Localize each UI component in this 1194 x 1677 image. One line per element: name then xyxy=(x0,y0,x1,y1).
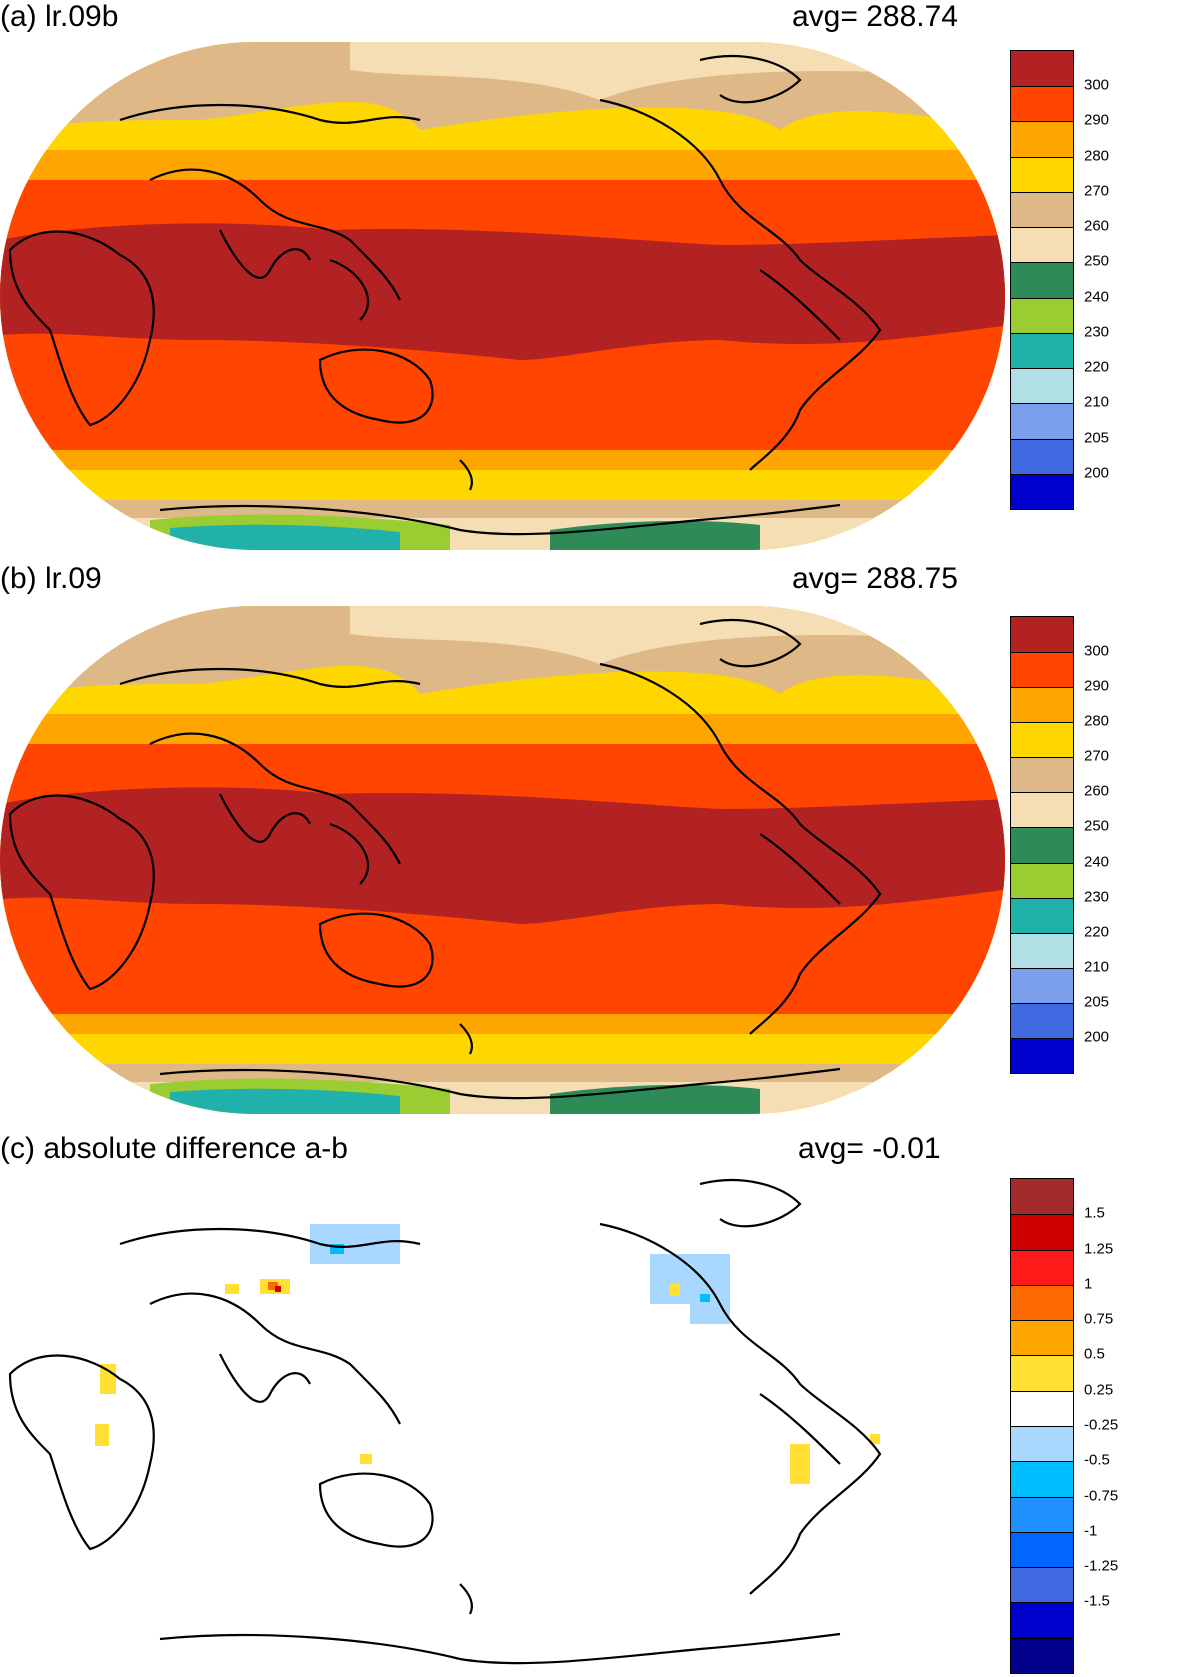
colorbar-box xyxy=(1011,757,1073,793)
colorbar-label: 205 xyxy=(1084,429,1110,447)
colorbar-box xyxy=(1011,932,1073,968)
colorbar-box xyxy=(1011,1249,1073,1285)
colorbar-label: 280 xyxy=(1084,712,1110,730)
panel-a-title: (a) lr.09b xyxy=(0,0,119,33)
colorbar-label: 300 xyxy=(1084,642,1110,660)
colorbar-box xyxy=(1011,403,1073,439)
colorbar-label: 0.75 xyxy=(1084,1310,1114,1328)
panel-b-map xyxy=(0,606,1005,1114)
colorbar-label: 250 xyxy=(1084,252,1110,270)
colorbar-box xyxy=(1011,1002,1073,1038)
colorbar-box xyxy=(1011,191,1073,228)
panel-b: (b) lr.09 avg= 288.75 xyxy=(0,560,1194,1130)
panel-a-average: avg= 288.74 xyxy=(792,0,958,33)
colorbar-label: 1.5 xyxy=(1084,1204,1105,1222)
colorbar-box xyxy=(1011,617,1073,653)
colorbar-box xyxy=(1011,297,1073,333)
colorbar-label: 210 xyxy=(1084,958,1110,976)
colorbar-label: 210 xyxy=(1084,393,1110,411)
colorbar-box xyxy=(1011,368,1073,404)
colorbar-box xyxy=(1011,862,1073,898)
colorbar-box xyxy=(1011,1531,1073,1568)
colorbar-box xyxy=(1011,967,1073,1003)
colorbar-box xyxy=(1011,1426,1073,1462)
colorbar-label: 1 xyxy=(1084,1275,1093,1293)
panel-c-map xyxy=(0,1174,1005,1674)
colorbar-label: 230 xyxy=(1084,888,1110,906)
colorbar-label: 280 xyxy=(1084,147,1110,165)
colorbar-label: -1 xyxy=(1084,1522,1098,1540)
colorbar-box xyxy=(1011,827,1073,863)
colorbar-label: -0.75 xyxy=(1084,1487,1119,1505)
panel-c: (c) absolute difference a-b avg= -0.01 xyxy=(0,1130,1194,1677)
colorbar-box xyxy=(1011,1179,1073,1215)
colorbar-box xyxy=(1011,1496,1073,1532)
colorbar-label: 250 xyxy=(1084,817,1110,835)
colorbar-label: 220 xyxy=(1084,358,1110,376)
colorbar-label: 270 xyxy=(1084,747,1110,765)
panel-c-colorbar xyxy=(1010,1178,1074,1674)
panel-c-average: avg= -0.01 xyxy=(798,1132,941,1165)
colorbar-label: 0.25 xyxy=(1084,1381,1114,1399)
colorbar-box xyxy=(1011,86,1073,122)
colorbar-box xyxy=(1011,262,1073,298)
colorbar-label: -1.25 xyxy=(1084,1557,1119,1575)
colorbar-box xyxy=(1011,473,1073,509)
colorbar-label: -0.5 xyxy=(1084,1451,1110,1469)
colorbar-box xyxy=(1011,792,1073,828)
colorbar-label: 240 xyxy=(1084,853,1110,871)
colorbar-label: 200 xyxy=(1084,1028,1110,1046)
colorbar-box xyxy=(1011,1214,1073,1250)
colorbar-box xyxy=(1011,1567,1073,1603)
panel-a-colorbar xyxy=(1010,50,1074,510)
colorbar-box xyxy=(1011,1037,1073,1073)
colorbar-label: 290 xyxy=(1084,111,1110,129)
colorbar-label: 0.5 xyxy=(1084,1345,1105,1363)
colorbar-label: 1.25 xyxy=(1084,1240,1114,1258)
colorbar-box xyxy=(1011,51,1073,87)
colorbar-box xyxy=(1011,1355,1073,1391)
panel-c-title: (c) absolute difference a-b xyxy=(0,1132,348,1165)
panel-b-colorbar xyxy=(1010,616,1074,1074)
panel-a-map xyxy=(0,42,1005,550)
colorbar-label: -1.5 xyxy=(1084,1592,1110,1610)
colorbar-label: 240 xyxy=(1084,288,1110,306)
colorbar-box xyxy=(1011,121,1073,157)
colorbar-box xyxy=(1011,1284,1073,1321)
panel-b-average: avg= 288.75 xyxy=(792,562,958,595)
colorbar-box xyxy=(1011,1390,1073,1426)
colorbar-label: 300 xyxy=(1084,76,1110,94)
colorbar-box xyxy=(1011,1461,1073,1497)
colorbar-box xyxy=(1011,332,1073,369)
colorbar-label: 260 xyxy=(1084,217,1110,235)
colorbar-box xyxy=(1011,722,1073,758)
colorbar-box xyxy=(1011,687,1073,723)
colorbar-box xyxy=(1011,1602,1073,1638)
colorbar-box xyxy=(1011,438,1073,474)
colorbar-box xyxy=(1011,156,1073,192)
colorbar-box xyxy=(1011,1637,1073,1673)
colorbar-label: 205 xyxy=(1084,993,1110,1011)
colorbar-label: 230 xyxy=(1084,323,1110,341)
colorbar-label: 260 xyxy=(1084,782,1110,800)
colorbar-box xyxy=(1011,227,1073,263)
panel-b-title: (b) lr.09 xyxy=(0,562,102,595)
colorbar-label: 200 xyxy=(1084,464,1110,482)
colorbar-box xyxy=(1011,1320,1073,1356)
colorbar-box xyxy=(1011,897,1073,933)
colorbar-label: -0.25 xyxy=(1084,1416,1119,1434)
colorbar-label: 270 xyxy=(1084,182,1110,200)
panel-a: (a) lr.09b avg= 288.74 xyxy=(0,0,1194,560)
colorbar-label: 290 xyxy=(1084,677,1110,695)
colorbar-box xyxy=(1011,652,1073,688)
colorbar-label: 220 xyxy=(1084,923,1110,941)
